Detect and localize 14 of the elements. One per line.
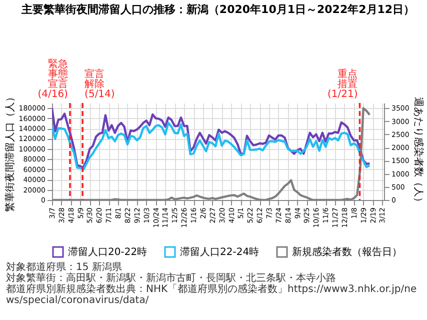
legend-label: 新規感染者数（報告日） (292, 246, 402, 258)
chart-title: 主要繁華街夜間滞留人口の推移：新潟（2020年10月1日～2022年2月12日） (20, 3, 415, 16)
legend-label: 滞留人口22-24時 (180, 246, 260, 258)
text: 対象都道府県：15 新潟県 (6, 262, 123, 273)
legend-label: 滞留人口20-22時 (68, 246, 148, 258)
ref-line-label: 宣言解除(5/14) (84, 68, 115, 100)
ref-line-label: 緊急事態宣言(4/16) (38, 58, 68, 100)
text: 都道府県別新規感染者数出典：NHK「都道府県別の感染者数」https://www3.nhk.or.jp/news/special/coronavirus/data/ (6, 284, 418, 306)
y-axis-title: 繁華街夜間滞留人口（人） (4, 92, 16, 212)
ref-line-label: 重点措置(1/21) (327, 68, 358, 100)
line-series (52, 107, 371, 168)
text: 対象繁華街：高田駅・新潟駅・新潟市古町・長岡駅・北三条駅・本寺小路 (6, 273, 337, 284)
line-series (52, 122, 371, 171)
y2-axis-title: 週あたり感染者数（人） (412, 97, 424, 207)
